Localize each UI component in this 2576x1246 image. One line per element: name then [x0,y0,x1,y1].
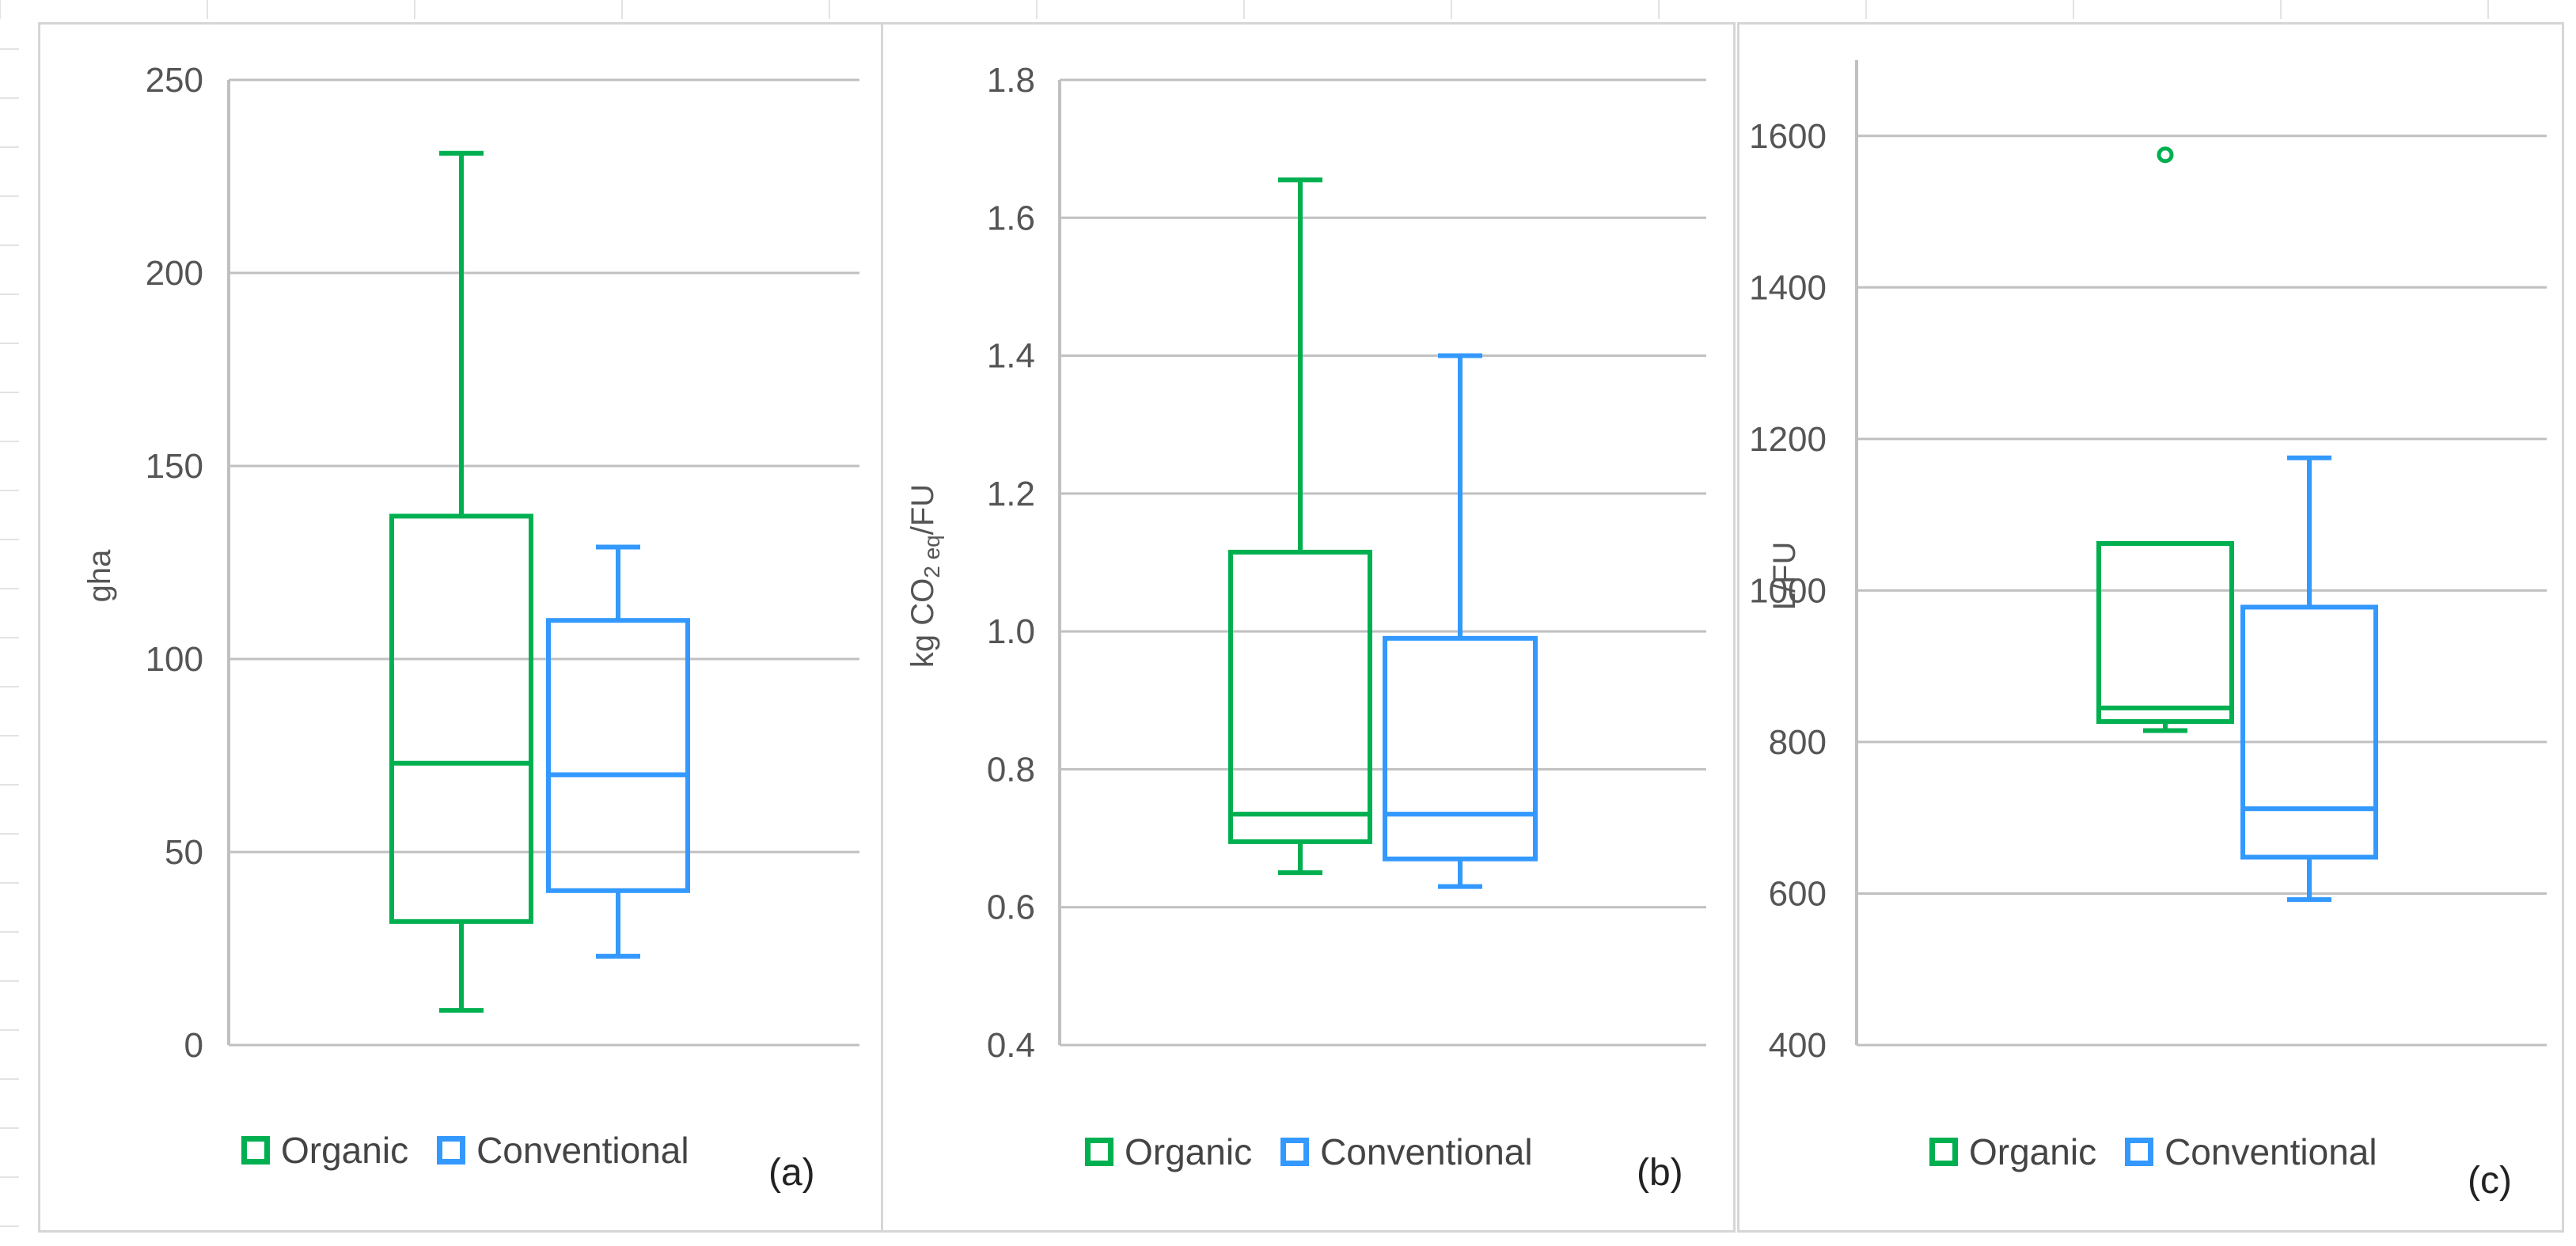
legend-swatch-conventional [437,1136,466,1165]
conventional-box [546,618,690,893]
y-axis-title-b: kg CO2 eq/FU [905,484,944,668]
legend-a: Organic Conventional [241,1129,718,1172]
panel-label-b: (b) [1637,1152,1683,1194]
legend-label-conventional: Conventional [1320,1131,1533,1172]
y-tick-label: 1.8 [987,61,1035,100]
y-tick-label: 600 [1769,874,1827,913]
y-tick-label: 0.4 [987,1026,1035,1065]
y-tick-label: 400 [1769,1026,1827,1065]
y-axis-title-b-main: kg CO [905,578,940,668]
organic-box [2096,541,2234,725]
y-tick-label: 800 [1769,723,1827,762]
legend-swatch-organic [1085,1138,1113,1166]
chart-plot-c: 400 600 800 1000 1200 1400 1600 L/FU [1749,60,2547,1065]
legend-label-organic: Organic [281,1130,409,1171]
y-tick-label: 250 [146,61,203,100]
conventional-box [2240,604,2378,860]
y-tick-label: 1.6 [987,199,1035,237]
conventional-box [1383,635,1538,862]
legend-label-conventional: Conventional [476,1130,689,1171]
legend-c: Organic Conventional [1929,1130,2406,1173]
legend-item-organic: Organic [1085,1130,1252,1173]
legend-item-organic: Organic [241,1129,408,1172]
y-axis-title-a: gha [82,549,117,602]
y-tick-label: 150 [146,447,203,486]
legend-swatch-organic [241,1136,270,1165]
legend-label-organic: Organic [1969,1131,2097,1172]
y-tick-label: 1.0 [987,612,1035,651]
y-tick-label: 1.4 [987,337,1035,376]
legend-item-conventional: Conventional [437,1129,689,1172]
y-tick-label: 0.6 [987,888,1035,927]
y-tick-label: 0 [184,1026,203,1065]
legend-swatch-conventional [2125,1138,2154,1166]
y-tick-label: 1600 [1749,117,1827,156]
y-tick-label: 1.2 [987,475,1035,513]
legend-swatch-conventional [1280,1138,1310,1166]
legend-b: Organic Conventional [1085,1130,1561,1173]
legend-item-organic: Organic [1929,1130,2096,1173]
legend-label-conventional: Conventional [2164,1131,2377,1172]
chart-plot-b: 0.4 0.6 0.8 1.0 1.2 1.4 1.6 1.8 kg CO2 eq/FU [905,61,1706,1065]
chart-plot-a: 0 50 100 150 200 250 gha [82,61,859,1065]
y-axis-title-b-suffix: /FU [905,484,940,535]
panel-label-a: (a) [768,1152,815,1194]
legend-swatch-organic [1929,1138,1958,1166]
y-axis-title-b-subscript: 2 eq [920,535,944,578]
organic-outlier-point [2157,146,2174,164]
chart-panel-b[interactable]: 0.4 0.6 0.8 1.0 1.2 1.4 1.6 1.8 kg CO2 eq/FU Or… [881,22,1736,1233]
legend-item-conventional: Conventional [2125,1130,2377,1173]
organic-box [389,513,533,924]
y-tick-label: 1200 [1749,420,1827,459]
y-axis-title-c: L/FU [1767,542,1802,611]
y-tick-label: 1000 [1749,571,1827,610]
organic-box [1228,549,1372,844]
y-tick-label: 1400 [1749,268,1827,307]
legend-label-organic: Organic [1125,1131,1253,1172]
panel-label-c: (c) [2468,1160,2512,1202]
chart-panel-c[interactable]: 400 600 800 1000 1200 1400 1600 L/FU Organic C… [1737,22,2564,1233]
y-tick-label: 50 [165,833,203,872]
y-tick-label: 100 [146,640,203,679]
y-tick-label: 0.8 [987,750,1035,789]
legend-item-conventional: Conventional [1280,1130,1533,1173]
chart-panel-a[interactable]: 0 50 100 150 200 250 gha Organic Conventional… [38,22,885,1233]
y-tick-label: 200 [146,254,203,293]
